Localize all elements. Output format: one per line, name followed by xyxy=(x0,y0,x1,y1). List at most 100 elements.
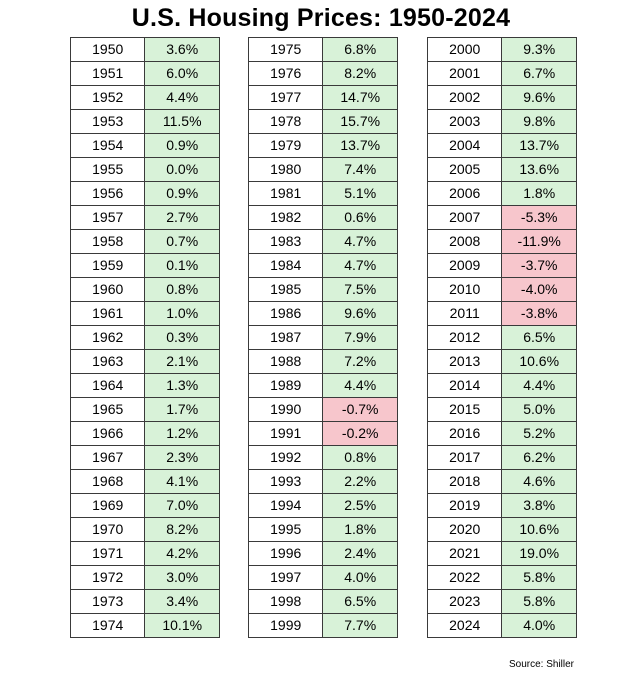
year-cell: 1966 xyxy=(69,421,146,446)
table-row: 1953 11.5% xyxy=(69,109,220,134)
change-cell: 2.7% xyxy=(144,205,220,230)
year-cell: 1953 xyxy=(69,109,146,134)
year-cell: 1957 xyxy=(69,205,146,230)
change-cell: 4.4% xyxy=(322,373,398,398)
change-cell: -11.9% xyxy=(501,229,577,254)
year-cell: 2006 xyxy=(426,181,503,206)
change-cell: 6.7% xyxy=(501,61,577,86)
year-cell: 2013 xyxy=(426,349,503,374)
table-row: 1966 1.2% xyxy=(69,421,220,446)
table-row: 2004 13.7% xyxy=(426,133,577,158)
table-row: 1995 1.8% xyxy=(247,517,398,542)
year-cell: 2020 xyxy=(426,517,503,542)
change-cell: 7.0% xyxy=(144,493,220,518)
table-row: 1969 7.0% xyxy=(69,493,220,518)
table-row: 2014 4.4% xyxy=(426,373,577,398)
table-row: 1990 -0.7% xyxy=(247,397,398,422)
year-cell: 2005 xyxy=(426,157,503,182)
table-row: 1989 4.4% xyxy=(247,373,398,398)
year-cell: 2001 xyxy=(426,61,503,86)
table-row: 1964 1.3% xyxy=(69,373,220,398)
table-2000-2024: 2000 9.3% 2001 6.7% 2002 9.6% 2003 9.8% 2004 13.7… xyxy=(426,37,577,638)
year-cell: 1963 xyxy=(69,349,146,374)
table-row: 1963 2.1% xyxy=(69,349,220,374)
table-row: 1975 6.8% xyxy=(247,37,398,62)
table-row: 1993 2.2% xyxy=(247,469,398,494)
year-cell: 1986 xyxy=(247,301,324,326)
year-cell: 1952 xyxy=(69,85,146,110)
year-cell: 1973 xyxy=(69,589,146,614)
year-cell: 1961 xyxy=(69,301,146,326)
change-cell: 1.7% xyxy=(144,397,220,422)
change-cell: 5.0% xyxy=(501,397,577,422)
change-cell: 0.8% xyxy=(322,445,398,470)
table-1950-1974: 1950 3.6% 1951 6.0% 1952 4.4% 1953 11.5% 1954 0.9… xyxy=(69,37,220,638)
year-cell: 2019 xyxy=(426,493,503,518)
year-cell: 2018 xyxy=(426,469,503,494)
change-cell: -0.2% xyxy=(322,421,398,446)
year-cell: 1970 xyxy=(69,517,146,542)
change-cell: 9.8% xyxy=(501,109,577,134)
year-cell: 1993 xyxy=(247,469,324,494)
table-row: 1962 0.3% xyxy=(69,325,220,350)
change-cell: -3.7% xyxy=(501,253,577,278)
change-cell: 3.0% xyxy=(144,565,220,590)
change-cell: -5.3% xyxy=(501,205,577,230)
table-row: 1992 0.8% xyxy=(247,445,398,470)
year-cell: 2007 xyxy=(426,205,503,230)
change-cell: 4.7% xyxy=(322,229,398,254)
year-cell: 2008 xyxy=(426,229,503,254)
table-row: 1982 0.6% xyxy=(247,205,398,230)
year-cell: 2022 xyxy=(426,565,503,590)
table-row: 2009 -3.7% xyxy=(426,253,577,278)
table-row: 1997 4.0% xyxy=(247,565,398,590)
change-cell: 9.6% xyxy=(322,301,398,326)
table-row: 2020 10.6% xyxy=(426,517,577,542)
year-cell: 2011 xyxy=(426,301,503,326)
change-cell: 4.1% xyxy=(144,469,220,494)
table-row: 1991 -0.2% xyxy=(247,421,398,446)
table-row: 1996 2.4% xyxy=(247,541,398,566)
table-row: 1950 3.6% xyxy=(69,37,220,62)
change-cell: 11.5% xyxy=(144,109,220,134)
table-row: 1967 2.3% xyxy=(69,445,220,470)
table-row: 1971 4.2% xyxy=(69,541,220,566)
year-cell: 2014 xyxy=(426,373,503,398)
year-cell: 1954 xyxy=(69,133,146,158)
change-cell: 5.1% xyxy=(322,181,398,206)
year-cell: 1967 xyxy=(69,445,146,470)
change-cell: 9.3% xyxy=(501,37,577,62)
change-cell: 5.8% xyxy=(501,589,577,614)
table-row: 2007 -5.3% xyxy=(426,205,577,230)
change-cell: 2.3% xyxy=(144,445,220,470)
table-row: 1978 15.7% xyxy=(247,109,398,134)
table-row: 2023 5.8% xyxy=(426,589,577,614)
year-cell: 2021 xyxy=(426,541,503,566)
change-cell: 13.7% xyxy=(501,133,577,158)
change-cell: 5.8% xyxy=(501,565,577,590)
table-row: 2013 10.6% xyxy=(426,349,577,374)
table-row: 1974 10.1% xyxy=(69,613,220,638)
table-row: 1983 4.7% xyxy=(247,229,398,254)
table-row: 2022 5.8% xyxy=(426,565,577,590)
year-cell: 1990 xyxy=(247,397,324,422)
table-row: 1955 0.0% xyxy=(69,157,220,182)
change-cell: 8.2% xyxy=(144,517,220,542)
year-cell: 1992 xyxy=(247,445,324,470)
table-row: 2012 6.5% xyxy=(426,325,577,350)
change-cell: 0.7% xyxy=(144,229,220,254)
change-cell: 3.4% xyxy=(144,589,220,614)
year-cell: 1971 xyxy=(69,541,146,566)
change-cell: 7.5% xyxy=(322,277,398,302)
year-cell: 1965 xyxy=(69,397,146,422)
table-row: 2003 9.8% xyxy=(426,109,577,134)
table-1975-1999: 1975 6.8% 1976 8.2% 1977 14.7% 1978 15.7% 1979 13… xyxy=(247,37,398,638)
year-cell: 1969 xyxy=(69,493,146,518)
year-cell: 1959 xyxy=(69,253,146,278)
table-row: 2001 6.7% xyxy=(426,61,577,86)
table-row: 2018 4.6% xyxy=(426,469,577,494)
table-row: 1994 2.5% xyxy=(247,493,398,518)
year-cell: 1958 xyxy=(69,229,146,254)
change-cell: 2.2% xyxy=(322,469,398,494)
change-cell: 10.6% xyxy=(501,517,577,542)
